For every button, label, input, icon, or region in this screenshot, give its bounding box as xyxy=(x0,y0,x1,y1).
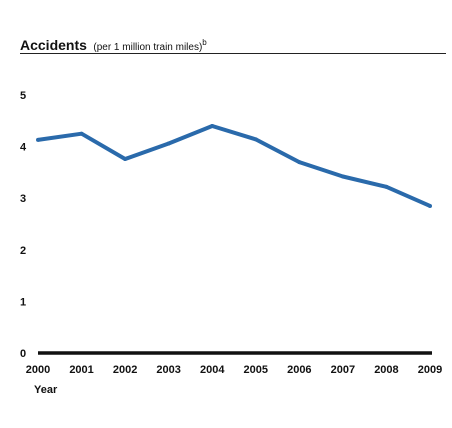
x-tick-label: 2009 xyxy=(418,364,442,376)
y-axis-ticks: 0 1 2 3 4 5 xyxy=(20,90,27,360)
x-tick-label: 2002 xyxy=(113,364,137,376)
chart-title-text: Accidents xyxy=(20,37,87,53)
y-tick-label: 3 xyxy=(20,193,26,205)
y-tick-label: 5 xyxy=(20,90,26,102)
x-tick-label: 2001 xyxy=(69,364,93,376)
x-axis-ticks: 2000 2001 2002 2003 2004 2005 2006 2007 2008 2009 xyxy=(26,364,442,376)
data-point xyxy=(36,137,40,142)
data-point xyxy=(166,141,171,146)
x-tick-label: 2007 xyxy=(331,364,355,376)
series-layer xyxy=(36,123,432,208)
title-rule xyxy=(20,53,446,54)
series-line xyxy=(37,124,431,208)
data-point xyxy=(79,131,84,136)
footnote-marker: b xyxy=(202,38,207,47)
data-point xyxy=(384,184,389,189)
chart-title: Accidents (per 1 million train miles)b xyxy=(20,35,207,56)
chart-subtitle-text: (per 1 million train miles) xyxy=(93,42,203,53)
data-point xyxy=(123,156,128,161)
x-tick-label: 2008 xyxy=(374,364,398,376)
x-tick-label: 2003 xyxy=(156,364,180,376)
data-point xyxy=(428,203,432,208)
x-axis-title: Year xyxy=(34,384,58,396)
data-point xyxy=(253,137,258,142)
x-tick-label: 2004 xyxy=(200,364,225,376)
data-point xyxy=(297,160,302,165)
data-point xyxy=(340,174,345,179)
y-tick-label: 2 xyxy=(20,245,26,257)
x-tick-label: 2005 xyxy=(244,364,268,376)
data-point xyxy=(210,123,215,128)
chart-subtitle: (per 1 million train miles)b xyxy=(93,38,206,53)
x-tick-label: 2006 xyxy=(287,364,311,376)
y-tick-label: 4 xyxy=(20,142,27,154)
y-tick-label: 1 xyxy=(20,296,26,308)
y-tick-label: 0 xyxy=(20,348,26,360)
x-tick-label: 2000 xyxy=(26,364,50,376)
